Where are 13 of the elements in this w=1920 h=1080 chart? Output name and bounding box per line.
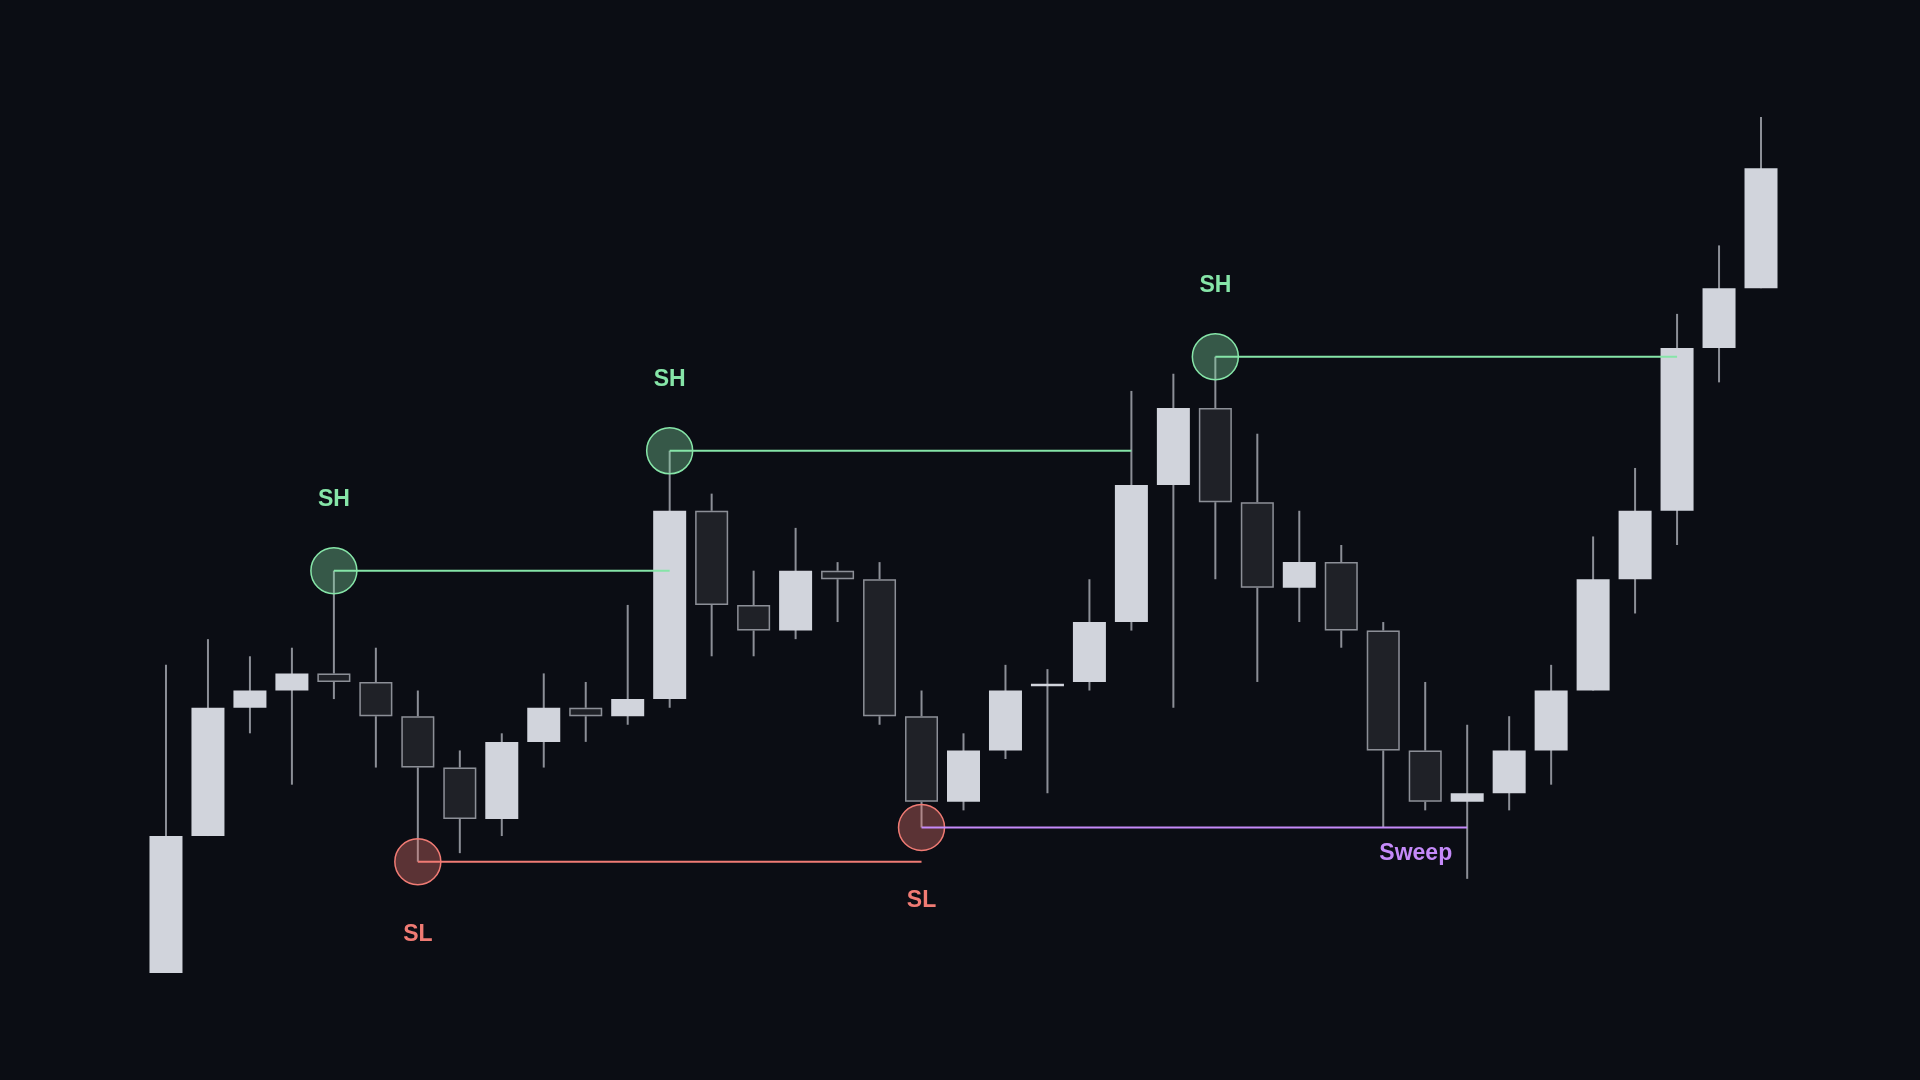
series-label: SL (403, 920, 433, 947)
text: SL (906, 885, 937, 912)
point (394, 837, 442, 886)
text: SH (653, 365, 686, 392)
series-label: Sweep (1379, 838, 1453, 865)
point (897, 803, 946, 852)
point (645, 427, 694, 475)
series-label: SH (317, 485, 350, 512)
point (310, 546, 358, 595)
text: SH (1199, 271, 1232, 298)
point (1191, 332, 1240, 381)
candlestick (317, 570, 351, 700)
candlestick (1450, 724, 1484, 879)
